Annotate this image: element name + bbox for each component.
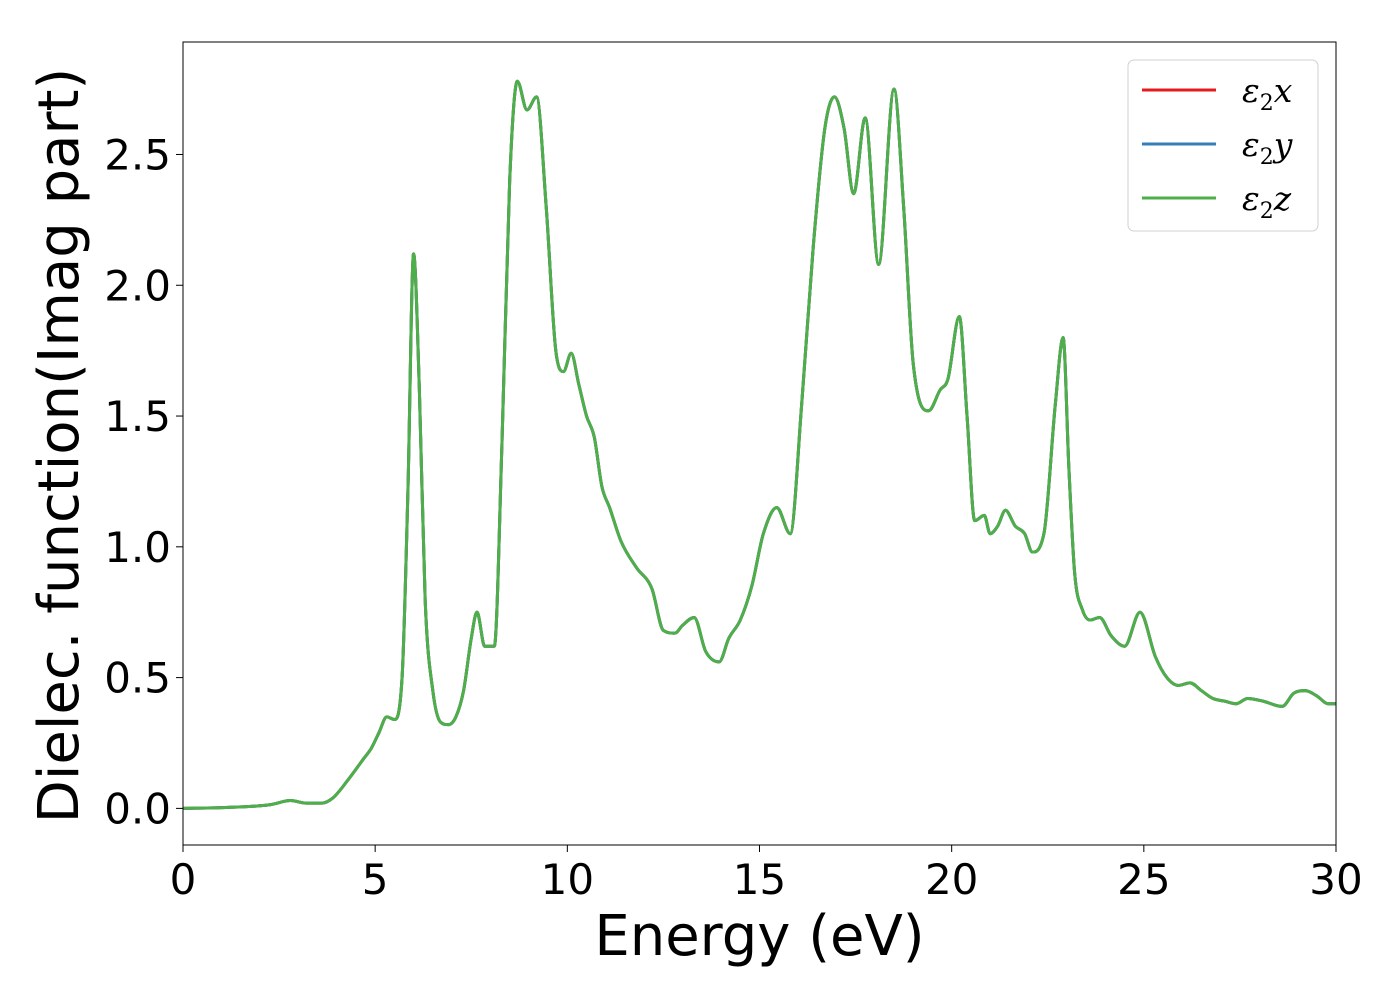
legend-box (1127, 59, 1319, 232)
x-tick-label: 30 (1309, 855, 1362, 904)
y-tick-label: 1.5 (104, 392, 171, 441)
x-axis: 0 5 10 15 20 25 30 (170, 845, 1363, 904)
y-tick-label: 2.0 (104, 261, 171, 310)
x-tick-label: 25 (1117, 855, 1170, 904)
y-tick-label: 1.0 (104, 523, 171, 572)
y-tick-label: 0.0 (104, 784, 171, 833)
y-tick-label: 0.5 (104, 654, 171, 703)
x-tick-label: 5 (362, 855, 389, 904)
y-axis: 0.0 0.5 1.0 1.5 2.0 2.5 (104, 130, 183, 833)
y-tick-label: 2.5 (104, 130, 171, 179)
legend-label: ε2z (1242, 179, 1292, 224)
legend: ε2x ε2y ε2z (1127, 59, 1319, 232)
series-line-3 (183, 79, 1336, 810)
x-tick-label: 15 (733, 855, 786, 904)
y-axis-label: Dielec. function(Imag part) (27, 68, 92, 824)
x-tick-label: 0 (170, 855, 197, 904)
x-tick-label: 10 (541, 855, 594, 904)
x-axis-label: Energy (eV) (594, 904, 924, 969)
x-tick-label: 20 (925, 855, 978, 904)
legend-label: ε2x (1242, 71, 1293, 116)
series-layer (183, 79, 1336, 810)
legend-label: ε2y (1242, 125, 1293, 170)
